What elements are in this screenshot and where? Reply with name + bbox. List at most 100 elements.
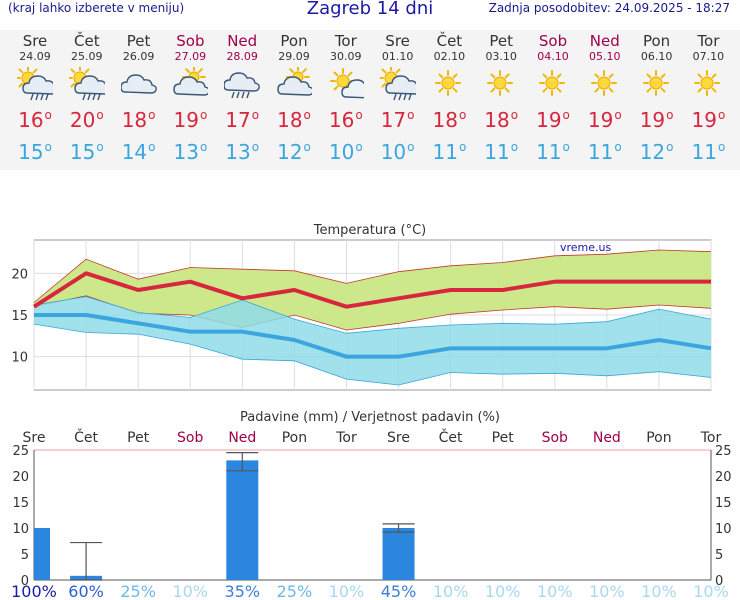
day-date: 28.09 — [226, 50, 258, 63]
y-tick-label-right: 5 — [715, 548, 723, 563]
day-date: 07.10 — [692, 50, 725, 63]
temp-min: 11o — [691, 140, 726, 164]
y-tick-label-right: 20 — [715, 470, 732, 485]
precip-probability: 10% — [329, 582, 365, 600]
y-tick-label: 15 — [11, 309, 28, 324]
day-date: 05.10 — [589, 50, 621, 63]
day-column: Tor 30.09 16o 10o — [320, 30, 378, 164]
sun-cloud-icon — [164, 65, 216, 101]
day-column: Pon 29.09 18o 12o — [268, 30, 320, 164]
day-name: Sre — [22, 32, 48, 50]
temp-max: 19o — [691, 108, 726, 132]
temp-max: 16o — [18, 108, 52, 132]
day-name: Sob — [538, 32, 568, 50]
day-name: Tor — [697, 32, 720, 50]
band-edge — [33, 296, 712, 334]
last-update: Zadnja posodobitev: 24.09.2025 - 18:27 — [488, 1, 730, 15]
day-date: 27.09 — [174, 50, 207, 63]
temp-min: 11o — [432, 140, 467, 164]
day-name: Tor — [334, 32, 357, 50]
precip-probability: 10% — [641, 582, 677, 600]
precip-chart-title: Padavine (mm) / Verjetnost padavin (%) — [240, 410, 500, 425]
x-tick-label: Čet — [74, 428, 98, 446]
x-tick-label: Pet — [492, 430, 515, 446]
day-name: Čet — [436, 32, 463, 50]
sun-cloud-icon — [268, 65, 320, 101]
precip-probability: 25% — [277, 582, 313, 600]
temp-min: 14o — [121, 140, 156, 164]
temp-max: 19o — [639, 108, 674, 132]
precip-bar — [382, 528, 415, 580]
sun-icon — [631, 67, 683, 101]
temp-min: 10o — [328, 140, 363, 164]
temp-max: 17o — [225, 108, 260, 132]
y-tick-label-right: 25 — [715, 444, 732, 459]
cloud-rain-icon — [216, 67, 268, 101]
x-tick-label: Pet — [127, 430, 150, 446]
day-name: Čet — [74, 32, 100, 50]
x-tick-label: Ned — [593, 430, 621, 446]
x-tick-label: Ned — [228, 430, 256, 446]
band-edge — [33, 249, 712, 303]
day-name: Pet — [489, 32, 513, 50]
sun-icon — [579, 67, 631, 101]
y-tick-label: 15 — [12, 496, 29, 511]
temp-max: 18o — [121, 108, 156, 132]
y-tick-label: 10 — [12, 522, 29, 537]
x-tick-label: Sre — [387, 430, 410, 446]
menu-hint: (kraj lahko izberete v meniju) — [8, 1, 185, 15]
sun-icon — [423, 67, 475, 101]
temp-min: 11o — [484, 140, 519, 164]
watermark: vreme.us — [560, 241, 612, 254]
x-tick-label: Tor — [700, 430, 722, 446]
page-title: Zagreb 14 dni — [306, 0, 434, 19]
temp-max: 19o — [173, 108, 208, 132]
day-date: 30.09 — [330, 50, 362, 63]
y-tick-label-right: 10 — [715, 522, 732, 537]
precip-probability: 10% — [485, 582, 521, 600]
temp-min: 10o — [380, 140, 415, 164]
day-column: Ned 28.09 17o 13o — [216, 30, 268, 164]
temp-max: 17o — [380, 108, 415, 132]
band-edge — [33, 323, 712, 386]
temp-max: 19o — [587, 108, 622, 132]
precipitation-chart: Sre Čet Pet Sob Ned Pon Tor Sre Čet Pet Sob Ned Pon T… — [11, 428, 731, 600]
sun-cloud-rain-icon — [9, 65, 61, 101]
precip-probability: 10% — [172, 582, 208, 600]
day-name: Sre — [385, 32, 410, 50]
day-column: Sre 01.10 17o 10o — [372, 30, 424, 164]
precip-probability: 10% — [433, 582, 469, 600]
precip-bar — [34, 528, 50, 580]
day-date: 02.10 — [433, 50, 466, 63]
y-tick-label: 20 — [11, 267, 28, 282]
temp-min: 12o — [639, 140, 674, 164]
day-column: Pon 06.10 19o 12o — [631, 30, 683, 165]
error-bar — [70, 541, 103, 581]
day-column: Sob 04.10 19o 11o — [527, 30, 579, 165]
day-name: Pet — [126, 32, 151, 50]
day-column: Tor 07.10 19o 11o — [682, 30, 734, 165]
day-date: 06.10 — [640, 50, 673, 63]
precip-probability: 10% — [693, 582, 729, 600]
day-column: Ned 05.10 19o 11o — [579, 30, 631, 165]
day-column: Sre 24.09 16o 15o — [9, 30, 61, 164]
temp-max: 18o — [432, 108, 467, 132]
temp-min: 12o — [277, 140, 311, 164]
day-date: 24.09 — [19, 50, 51, 63]
day-date: 29.09 — [278, 50, 310, 63]
temp-max: 18o — [484, 108, 519, 132]
day-date: 04.10 — [537, 50, 569, 63]
temp-max: 16o — [328, 108, 363, 132]
cloud-icon — [113, 67, 165, 101]
day-date: 26.09 — [122, 50, 155, 63]
temp-min: 13o — [225, 140, 260, 164]
y-tick-label: 25 — [12, 444, 29, 459]
temp-max: 20o — [69, 108, 104, 132]
temp-chart-title: Temperatura (°C) — [313, 223, 426, 238]
day-date: 01.10 — [381, 50, 414, 63]
temp-min: 15o — [18, 140, 52, 164]
day-name: Ned — [227, 32, 258, 50]
y-tick-label: 10 — [11, 351, 28, 366]
day-column: Sob 27.09 19o 13o — [164, 30, 216, 164]
day-column: Čet 25.09 20o 15o — [61, 30, 113, 164]
